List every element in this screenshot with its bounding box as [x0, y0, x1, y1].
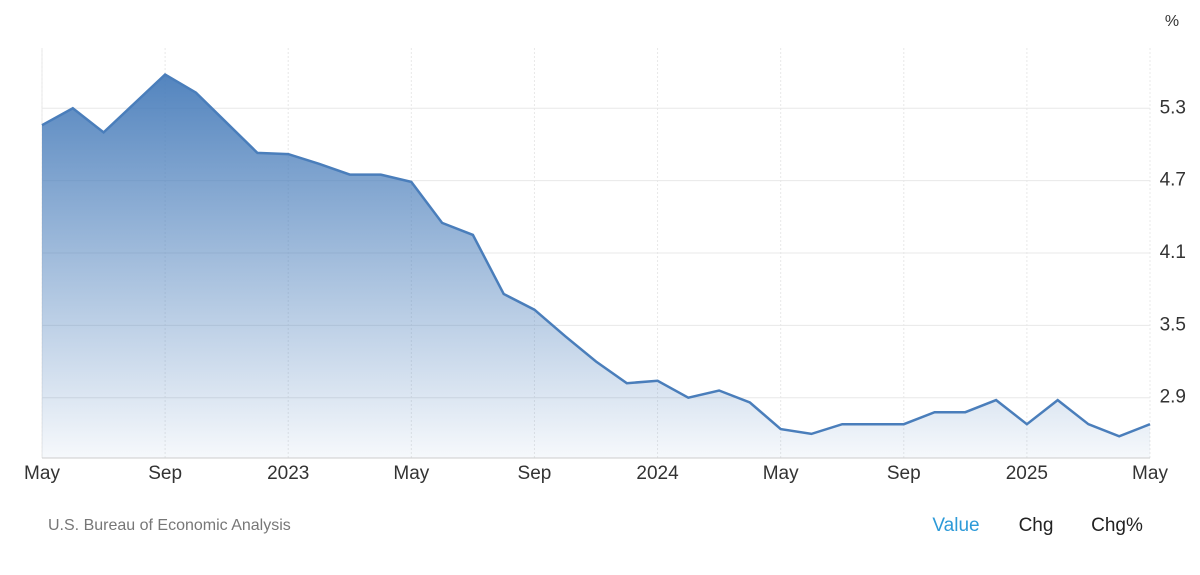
- y-tick-label: 5.3: [1160, 97, 1186, 118]
- x-tick-label: May: [24, 463, 60, 484]
- x-tick-label: 2023: [267, 463, 309, 484]
- x-tick-label: May: [763, 463, 799, 484]
- y-tick-label: 4.7: [1160, 170, 1186, 191]
- source: U.S. Bureau of Economic Analysis: [48, 517, 291, 534]
- tab[interactable]: Chg%: [1091, 515, 1143, 536]
- x-tick-label: May: [393, 463, 429, 484]
- area: [42, 74, 1150, 458]
- tab[interactable]: Chg: [1019, 515, 1054, 536]
- x-tick-label: Sep: [518, 463, 552, 484]
- x-tick-label: Sep: [887, 463, 921, 484]
- unit-label: %: [1165, 13, 1179, 30]
- x-tick-label: 2024: [636, 463, 679, 484]
- x-tick-label: 2025: [1006, 463, 1048, 484]
- x-tick-label: Sep: [148, 463, 182, 484]
- x-tick-label: May: [1132, 463, 1168, 484]
- y-tick-label: 4.1: [1160, 242, 1186, 263]
- line: [41, 72, 1151, 438]
- tab[interactable]: Value: [932, 515, 979, 536]
- y-tick-label: 3.5: [1160, 314, 1186, 335]
- y-tick-label: 2.9: [1160, 387, 1186, 408]
